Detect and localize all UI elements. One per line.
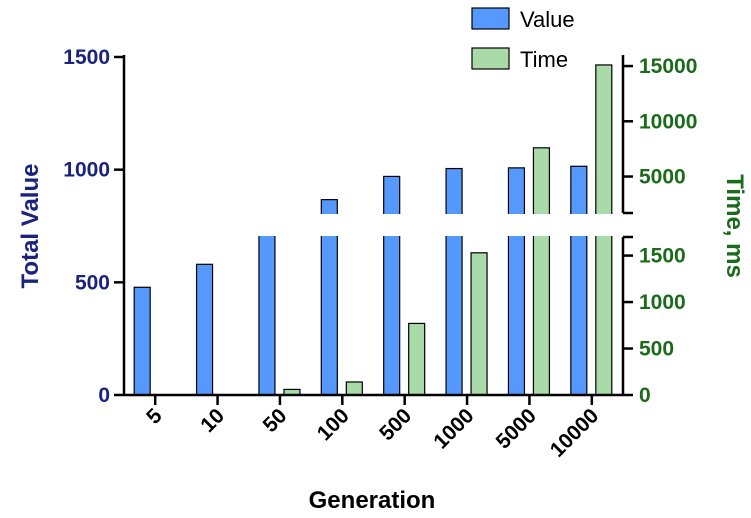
bar-value-5 <box>133 286 151 396</box>
right-axis-title: Time, ms <box>721 174 748 278</box>
axis-break-gap <box>126 214 639 236</box>
left-tick-label: 1500 <box>63 46 110 69</box>
bar-time-1000 <box>470 252 488 396</box>
bar-value-5000 <box>507 167 526 396</box>
x-tick-label: 10000 <box>546 404 604 462</box>
x-tick-label: 50 <box>259 404 292 437</box>
right-tick-label: 0 <box>639 384 651 407</box>
legend-label: Value <box>520 7 575 32</box>
left-tick-label: 0 <box>98 384 110 407</box>
bar-value-50 <box>258 216 276 396</box>
legend-label: Time <box>520 47 568 72</box>
x-axis-title: Generation <box>309 487 436 514</box>
bar-time-100 <box>345 381 363 396</box>
x-tick-label: 5 <box>142 404 167 429</box>
bar-value-500 <box>383 175 401 396</box>
bar-value-1000 <box>445 167 463 396</box>
legend: Value Time <box>471 7 575 72</box>
bar-value-10 <box>195 263 214 396</box>
bar-value-10000 <box>570 165 588 396</box>
left-axis-title: Total Value <box>17 164 44 289</box>
right-tick-label: 500 <box>639 338 674 361</box>
right-tick-label: 1500 <box>639 245 686 268</box>
bars-group <box>126 64 639 396</box>
left-tick-label: 500 <box>75 271 110 294</box>
left-tick-label: 1000 <box>63 159 110 182</box>
x-tick-label: 100 <box>313 404 354 445</box>
legend-swatch <box>471 7 510 30</box>
x-tick-label: 10 <box>196 404 229 437</box>
x-tick-label: 1000 <box>429 404 478 453</box>
legend-swatch <box>471 47 510 70</box>
right-tick-label: 1000 <box>639 291 686 314</box>
right-tick-label: 10000 <box>639 110 697 133</box>
x-tick-label: 500 <box>375 404 416 445</box>
bar-time-500 <box>408 322 426 396</box>
right-tick-label: 5000 <box>639 166 686 189</box>
x-tick-label: 5000 <box>492 404 541 453</box>
bar-time-5000 <box>532 147 551 396</box>
right-tick-label: 15000 <box>639 55 697 78</box>
axes-group <box>122 55 633 397</box>
